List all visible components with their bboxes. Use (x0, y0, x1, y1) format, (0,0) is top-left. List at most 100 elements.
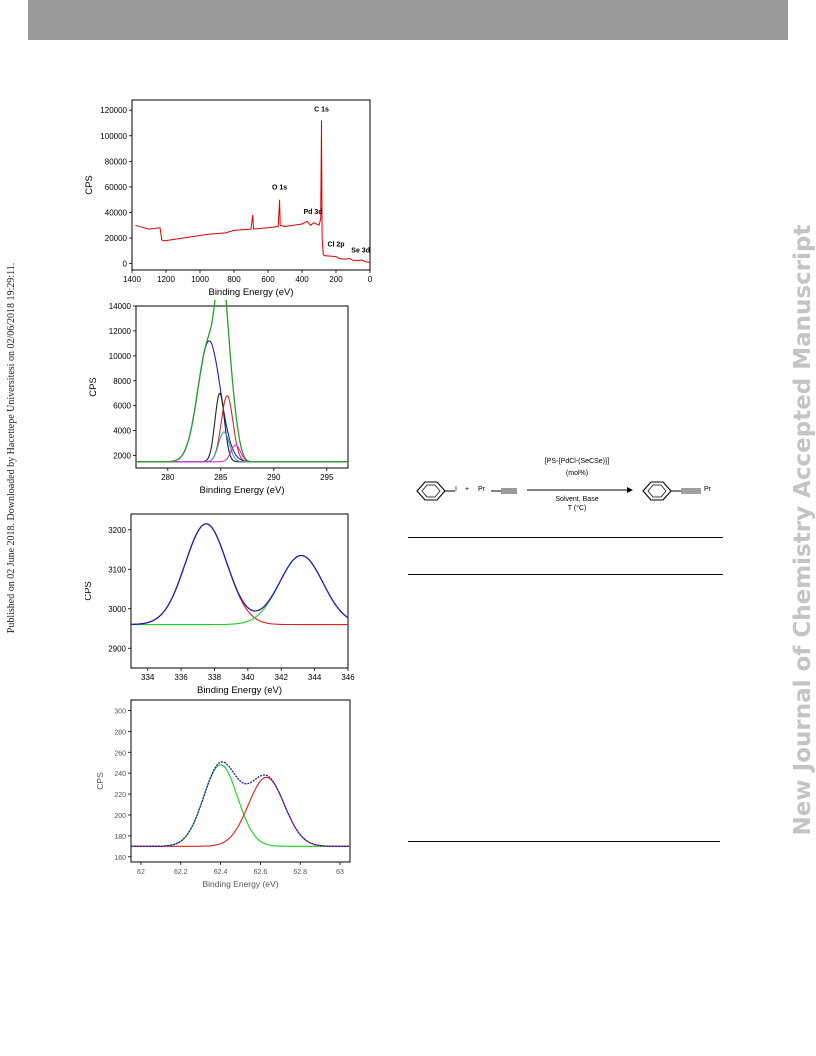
reaction-scheme: I + Pr [PS-{PdCl-(SeCSe)}] (mol%) Solven… (405, 458, 727, 520)
x-tick-label: 200 (329, 275, 343, 284)
product-structure (642, 481, 701, 501)
product-substituent: Pr (704, 486, 711, 493)
publication-note: Published on 02 June 2018. Downloaded by… (6, 262, 17, 634)
x-tick-label: 62.8 (293, 869, 307, 876)
plus-sign: + (465, 486, 470, 493)
component-peak-2 (131, 554, 349, 626)
conditions-label: Solvent, Base (555, 496, 599, 503)
component-peak-1 (131, 523, 348, 626)
iodobenzene-ring (416, 481, 455, 501)
peak-annotation: O 1s (272, 184, 287, 191)
temperature-label: T (°C) (567, 505, 587, 512)
x-tick-label: 295 (320, 473, 334, 482)
y-tick-label: 6000 (113, 402, 131, 411)
loading-label: (mol%) (565, 470, 589, 477)
y-tick-label: 80000 (105, 157, 128, 166)
catalyst-label: [PS-{PdCl-(SeCSe)}] (544, 458, 610, 465)
y-tick-label: 3000 (108, 605, 126, 614)
y-tick-label: 20000 (105, 234, 128, 243)
plot-frame (130, 513, 349, 669)
plot-frame (131, 99, 371, 271)
x-tick-label: 1400 (123, 275, 141, 284)
x-tick-label: 1200 (157, 275, 175, 284)
plot-frame (135, 305, 349, 469)
y-tick-label: 100000 (100, 132, 127, 141)
x-tick-label: 285 (214, 473, 228, 482)
reaction-structures (416, 481, 701, 501)
y-tick-label: 2000 (113, 452, 131, 461)
survey-xps-chart: 1400 1200 1000 800 600 400 200 0 0 20000 40000 6000… (70, 92, 380, 307)
peak-annotation: C 1s (314, 107, 329, 114)
peak-annotation: Se 3d (351, 248, 370, 255)
x-tick-label: 338 (208, 673, 222, 682)
x-axis-label: Binding Energy (eV) (202, 879, 278, 889)
y-tick-label: 3100 (108, 565, 126, 574)
x-axis-label: Binding Energy (eV) (199, 485, 284, 496)
alkyne-triple-bond (491, 488, 517, 494)
y-tick-label: 14000 (109, 302, 132, 311)
iodine-label: I (455, 486, 457, 493)
y-tick-label: 8000 (113, 377, 131, 386)
x-tick-label: 800 (227, 275, 241, 284)
y-tick-label: 0 (123, 260, 128, 269)
table-rule-top (408, 537, 723, 538)
y-tick-label: 2900 (108, 644, 126, 653)
y-axis-label: CPS (85, 581, 94, 601)
envelope-curve (131, 523, 349, 626)
c1s-xps-chart: 280 285 290 295 2000 4000 6000 8000 10000 12000 14… (80, 300, 360, 500)
x-tick-label: 342 (275, 673, 289, 682)
peak-annotation: Cl 2p (327, 241, 344, 248)
x-tick-label: 0 (368, 275, 373, 284)
journal-watermark: New Journal of Chemistry Accepted Manusc… (790, 224, 816, 836)
x-tick-label: 600 (261, 275, 275, 284)
x-tick-label: 346 (341, 673, 355, 682)
y-tick-label: 60000 (105, 183, 128, 192)
y-tick-label: 240 (114, 771, 126, 778)
y-axis-label: CPS (88, 377, 99, 397)
pd3d-xps-svg: 334 336 338 340 342 344 346 2900 3000 3100 3200 Bin… (85, 513, 355, 696)
component-peak-1 (131, 764, 350, 847)
survey-xps-svg: 1400 1200 1000 800 600 400 200 0020000400006000… (84, 99, 373, 298)
y-tick-label: 10000 (109, 352, 132, 361)
component-peak-1 (136, 340, 348, 463)
header-bar (28, 0, 788, 40)
x-tick-label: 62 (137, 869, 145, 876)
envelope-curve (136, 300, 348, 463)
se3d-xps-chart: 62 62.2 62.4 62.6 62.8 63 160 180 200 220 240 260 28… (95, 694, 360, 894)
alkyne-substituent: Pr (478, 486, 485, 493)
plot-frame (130, 699, 351, 863)
y-tick-label: 12000 (109, 327, 132, 336)
y-tick-label: 260 (114, 750, 126, 757)
x-tick-label: 400 (295, 275, 309, 284)
pd3d-xps-chart: 334 336 338 340 342 344 346 2900 3000 3100 3200 Bin… (85, 508, 360, 700)
x-tick-label: 340 (241, 673, 255, 682)
table-rule-header (408, 574, 723, 575)
x-tick-label: 280 (161, 473, 175, 482)
y-tick-label: 300 (114, 708, 126, 715)
x-tick-label: 1000 (191, 275, 209, 284)
y-axis-label: CPS (84, 175, 95, 195)
y-tick-label: 220 (114, 792, 126, 799)
component-peak-2 (131, 776, 350, 847)
y-tick-label: 3200 (108, 526, 126, 535)
x-tick-label: 334 (141, 673, 155, 682)
y-tick-label: 280 (114, 729, 126, 736)
x-tick-label: 62.2 (174, 869, 188, 876)
x-axis-label: Binding Energy (eV) (208, 287, 293, 298)
x-tick-label: 62.6 (254, 869, 268, 876)
x-tick-label: 336 (174, 673, 188, 682)
x-tick-label: 344 (308, 673, 322, 682)
se3d-xps-svg: 62 62.2 62.4 62.6 62.8 63 160 180 200 220 240 260 28… (95, 699, 351, 889)
x-tick-label: 290 (267, 473, 281, 482)
y-tick-label: 120000 (100, 106, 127, 115)
y-tick-label: 160 (114, 855, 126, 862)
reaction-arrow (527, 487, 633, 493)
y-tick-label: 40000 (105, 208, 128, 217)
x-tick-label: 63 (336, 869, 344, 876)
component-peak-4 (136, 431, 348, 463)
peak-annotation: Pd 3d (304, 209, 323, 216)
spectrum-line (135, 120, 370, 263)
c1s-xps-svg: 280 285 290 295 2000 4000 6000 8000 10000 12000 14… (88, 300, 349, 496)
envelope-curve (131, 761, 350, 847)
y-axis-label: CPS (95, 772, 105, 790)
